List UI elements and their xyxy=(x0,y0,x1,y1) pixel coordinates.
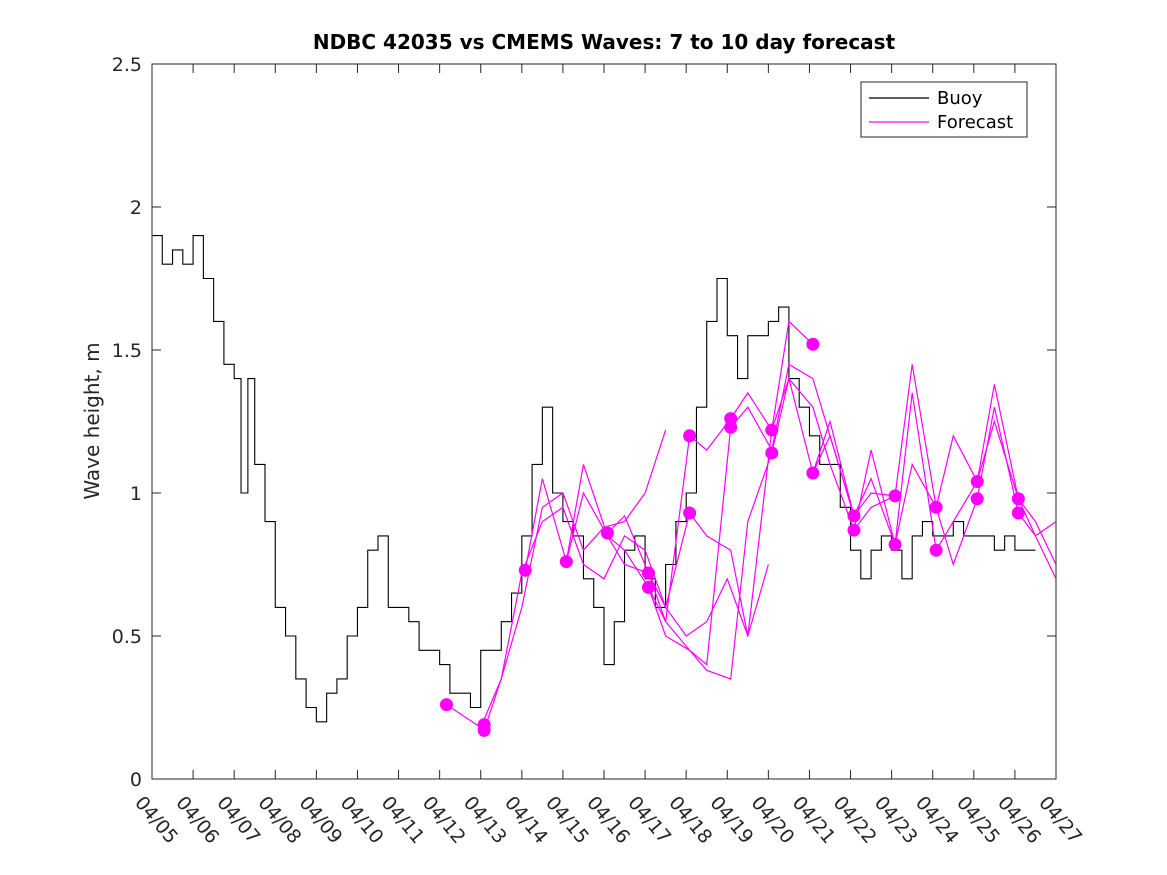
forecast-marker xyxy=(683,429,697,443)
x-tick-label: 04/12 xyxy=(418,792,470,848)
x-tick-label: 04/26 xyxy=(993,792,1045,848)
legend-label-forecast: Forecast xyxy=(937,112,1013,133)
x-tick-label: 04/15 xyxy=(541,792,593,848)
x-tick-label: 04/16 xyxy=(582,792,634,848)
y-tick-label: 0.5 xyxy=(112,626,142,648)
y-tick-label: 2 xyxy=(130,197,142,219)
forecast-series-line-3 xyxy=(524,320,814,637)
y-tick-label: 2.5 xyxy=(112,54,142,76)
y-tick-label: 0 xyxy=(130,769,142,791)
forecast-series-line-8 xyxy=(853,407,1057,580)
x-tick-label: 04/24 xyxy=(911,792,963,848)
x-tick-label: 04/19 xyxy=(705,792,757,848)
y-tick-label: 1 xyxy=(130,483,142,505)
forecast-marker xyxy=(929,543,943,557)
x-tick-label: 04/11 xyxy=(377,792,429,848)
forecast-series-line-4 xyxy=(565,378,855,680)
forecast-marker xyxy=(477,718,491,732)
plot-area-frame xyxy=(151,63,1057,780)
x-tick-label: 04/09 xyxy=(295,792,347,848)
forecast-marker xyxy=(806,337,820,351)
forecast-marker xyxy=(518,563,532,577)
x-tick-label: 04/05 xyxy=(130,792,182,848)
forecast-marker xyxy=(765,446,779,460)
forecast-marker xyxy=(970,475,984,489)
forecast-marker xyxy=(683,506,697,520)
forecast-marker xyxy=(642,580,656,594)
forecast-marker xyxy=(888,537,902,551)
forecast-series-line-6 xyxy=(647,363,937,666)
forecast-marker xyxy=(439,698,453,712)
forecast-series-line-2 xyxy=(483,506,769,731)
x-tick-label: 04/22 xyxy=(829,792,881,848)
forecast-marker xyxy=(642,566,656,580)
buoy-series-line xyxy=(152,235,1036,723)
forecast-series-line-1 xyxy=(446,429,667,729)
x-tick-label: 04/27 xyxy=(1034,792,1086,848)
x-tick-label: 04/14 xyxy=(500,792,552,848)
forecast-marker xyxy=(929,500,943,514)
forecast-marker xyxy=(1011,506,1025,520)
forecast-marker xyxy=(1011,492,1025,506)
x-tick-label: 04/18 xyxy=(664,792,716,848)
x-tick-label: 04/25 xyxy=(952,792,1004,848)
x-tick-label: 04/10 xyxy=(336,792,388,848)
forecast-marker xyxy=(847,509,861,523)
x-tick-label: 04/21 xyxy=(788,792,840,848)
forecast-marker xyxy=(724,412,738,426)
x-tick-label: 04/08 xyxy=(253,792,305,848)
forecast-marker xyxy=(847,523,861,537)
forecast-marker xyxy=(888,489,902,503)
chart-title: NDBC 42035 vs CMEMS Waves: 7 to 10 day f… xyxy=(312,30,896,54)
forecast-marker xyxy=(600,526,614,540)
x-tick-label: 04/13 xyxy=(459,792,511,848)
forecast-marker xyxy=(765,423,779,437)
x-tick-label: 04/07 xyxy=(212,792,264,848)
legend-label-buoy: Buoy xyxy=(937,88,983,109)
y-tick-label: 1.5 xyxy=(112,340,142,362)
forecast-marker xyxy=(559,555,573,569)
forecast-marker xyxy=(806,466,820,480)
x-tick-label: 04/06 xyxy=(171,792,223,848)
x-tick-label: 04/20 xyxy=(747,792,799,848)
legend-box xyxy=(860,81,1028,138)
forecast-series-line-9 xyxy=(935,419,1057,551)
forecast-marker xyxy=(970,492,984,506)
x-tick-label: 04/17 xyxy=(623,792,675,848)
x-tick-label: 04/23 xyxy=(870,792,922,848)
